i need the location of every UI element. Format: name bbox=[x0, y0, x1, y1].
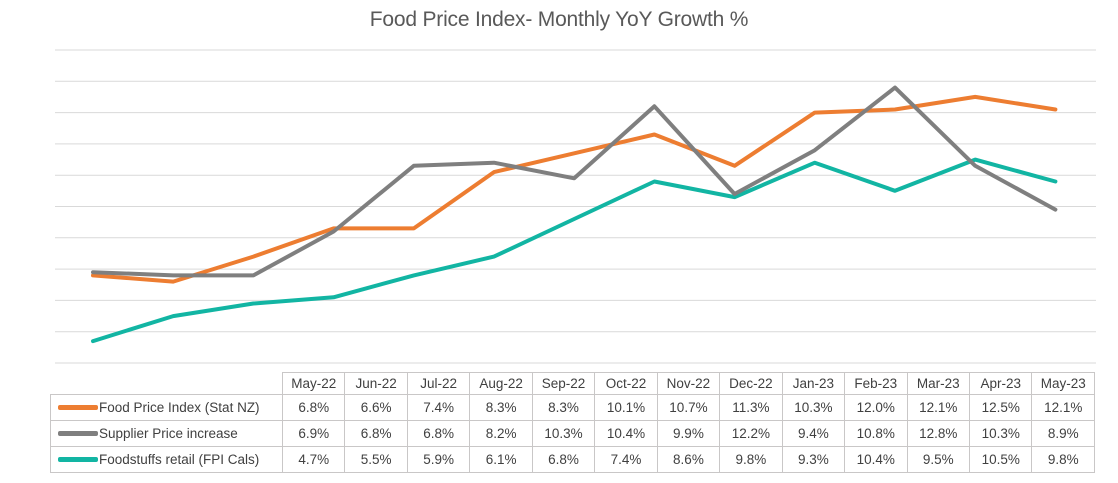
series-label-cell: Supplier Price increase bbox=[50, 420, 283, 447]
value-cell: 6.8% bbox=[406, 420, 471, 447]
value-cell: 6.8% bbox=[531, 446, 596, 473]
value-cell: 10.3% bbox=[531, 420, 596, 447]
month-header: Jun-22 bbox=[344, 372, 408, 395]
value-cell: 11.3% bbox=[719, 394, 783, 421]
value-cell: 8.3% bbox=[531, 394, 596, 421]
month-header: Mar-23 bbox=[906, 372, 970, 395]
value-cell: 9.8% bbox=[1031, 446, 1095, 473]
value-cell: 8.9% bbox=[1031, 420, 1095, 447]
legend-line-icon bbox=[58, 457, 98, 462]
value-cell: 5.5% bbox=[344, 446, 408, 473]
value-cell: 6.6% bbox=[344, 394, 408, 421]
value-cell: 4.7% bbox=[281, 446, 346, 473]
value-cell: 12.5% bbox=[968, 394, 1033, 421]
series-row: Food Price Index (Stat NZ) 6.8% 6.6% 7.4% 8.… bbox=[50, 394, 1095, 421]
value-cell: 9.5% bbox=[906, 446, 970, 473]
month-header-row: May-22 Jun-22 Jul-22 Aug-22 Sep-22 Oct-22 Nov-… bbox=[51, 372, 1095, 395]
value-cell: 6.8% bbox=[344, 420, 408, 447]
legend-line-icon bbox=[58, 405, 98, 410]
value-cell: 10.5% bbox=[968, 446, 1033, 473]
month-header: Nov-22 bbox=[656, 372, 721, 395]
value-cell: 6.8% bbox=[281, 394, 346, 421]
value-cell: 8.2% bbox=[469, 420, 533, 447]
series-row: Supplier Price increase 6.9% 6.8% 6.8% 8.2% 1… bbox=[50, 420, 1095, 447]
series-line-1 bbox=[91, 94, 1058, 284]
value-cell: 9.8% bbox=[719, 446, 783, 473]
value-cell: 10.3% bbox=[781, 394, 846, 421]
value-cell: 5.9% bbox=[406, 446, 471, 473]
month-header: Jul-22 bbox=[406, 372, 471, 395]
value-cell: 10.3% bbox=[968, 420, 1033, 447]
line-chart-plot-area bbox=[55, 49, 1096, 364]
value-cell: 6.1% bbox=[469, 446, 533, 473]
legend-line-icon bbox=[58, 431, 98, 436]
chart-title: Food Price Index- Monthly YoY Growth % bbox=[369, 8, 749, 31]
series-row: Foodstuffs retail (FPI Cals) 4.7% 5.5% 5.9%… bbox=[50, 446, 1095, 473]
series-label-cell: Foodstuffs retail (FPI Cals) bbox=[50, 446, 283, 473]
series-name: Supplier Price increase bbox=[99, 426, 238, 441]
value-cell: 12.1% bbox=[1031, 394, 1095, 421]
month-header: Oct-22 bbox=[594, 372, 658, 395]
month-header: Dec-22 bbox=[719, 372, 783, 395]
series-line-2 bbox=[91, 85, 1058, 278]
value-cell: 12.1% bbox=[906, 394, 970, 421]
value-cell: 7.4% bbox=[594, 446, 658, 473]
value-cell: 6.9% bbox=[281, 420, 346, 447]
value-cell: 8.6% bbox=[656, 446, 721, 473]
value-cell: 12.8% bbox=[906, 420, 970, 447]
series-line-3 bbox=[91, 157, 1058, 344]
month-header: Jan-23 bbox=[781, 372, 846, 395]
value-cell: 10.7% bbox=[656, 394, 721, 421]
value-cell: 10.1% bbox=[594, 394, 658, 421]
month-header: Sep-22 bbox=[531, 372, 596, 395]
value-cell: 9.3% bbox=[781, 446, 846, 473]
series-label-cell: Food Price Index (Stat NZ) bbox=[50, 394, 283, 421]
month-header: Apr-23 bbox=[968, 372, 1033, 395]
value-cell: 8.3% bbox=[469, 394, 533, 421]
value-cell: 9.4% bbox=[781, 420, 846, 447]
value-cell: 10.4% bbox=[844, 446, 908, 473]
value-cell: 12.2% bbox=[719, 420, 783, 447]
value-cell: 7.4% bbox=[406, 394, 471, 421]
table-corner-cell bbox=[51, 373, 283, 395]
value-cell: 9.9% bbox=[656, 420, 721, 447]
chart-data-table: May-22 Jun-22 Jul-22 Aug-22 Sep-22 Oct-22 Nov-… bbox=[50, 372, 1095, 473]
month-header: Aug-22 bbox=[469, 372, 533, 395]
month-header: May-23 bbox=[1031, 372, 1095, 395]
series-name: Food Price Index (Stat NZ) bbox=[99, 400, 260, 415]
month-header: May-22 bbox=[281, 372, 346, 395]
value-cell: 10.8% bbox=[844, 420, 908, 447]
value-cell: 10.4% bbox=[594, 420, 658, 447]
series-name: Foodstuffs retail (FPI Cals) bbox=[99, 452, 260, 467]
month-header: Feb-23 bbox=[844, 372, 908, 395]
value-cell: 12.0% bbox=[844, 394, 908, 421]
